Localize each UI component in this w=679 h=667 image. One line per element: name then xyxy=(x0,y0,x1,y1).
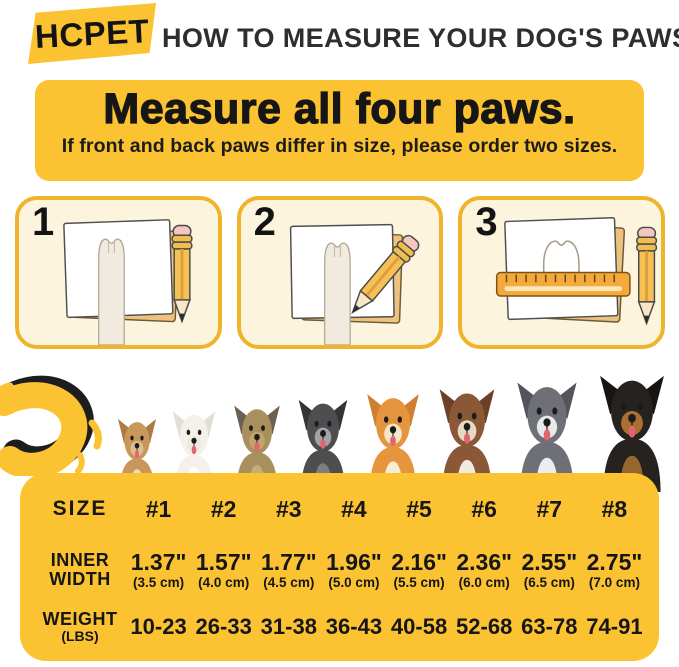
step-2-box: 2 xyxy=(236,196,444,349)
size-8: #8 xyxy=(601,495,628,522)
brand-logo-text: HCPET xyxy=(33,11,151,55)
inner-width-row-label: INNER WIDTH xyxy=(34,549,126,590)
inner-width-cm: (5.5 cm) xyxy=(393,574,445,590)
page-title: HOW TO MEASURE YOUR DOG'S PAWS xyxy=(162,23,679,53)
weight-label-line1: WEIGHT xyxy=(42,608,118,629)
size-5: #5 xyxy=(406,495,432,522)
step-3-number: 3 xyxy=(475,200,498,244)
measuring-steps: 1 2 xyxy=(15,196,666,349)
inner-width-cm: (4.5 cm) xyxy=(263,574,315,590)
size-7: #7 xyxy=(536,495,563,522)
paw-on-paper-with-pencil-icon xyxy=(63,219,193,345)
inner-width-4: 1.96" (5.0 cm) xyxy=(321,548,386,590)
weight-8: 74-91 xyxy=(586,614,643,640)
step-1-number: 1 xyxy=(32,200,55,244)
measure-paw-outline-with-ruler-icon xyxy=(496,217,658,326)
size-6: #6 xyxy=(471,495,497,522)
inner-width-5: 2.16" (5.5 cm) xyxy=(387,548,452,590)
weight-5: 40-58 xyxy=(390,614,448,640)
inner-width-inches: 1.77" xyxy=(260,548,317,575)
weight-2: 26-33 xyxy=(195,614,252,640)
inner-width-2: 1.57" (4.0 cm) xyxy=(191,548,256,590)
inner-width-inches: 2.75" xyxy=(586,548,643,575)
trace-paw-outline-with-pencil-icon xyxy=(289,223,420,345)
inner-width-8: 2.75" (7.0 cm) xyxy=(582,548,647,590)
inner-width-6: 2.36" (6.0 cm) xyxy=(452,548,517,590)
inner-width-cm: (6.0 cm) xyxy=(458,574,510,590)
inner-width-cm: (7.0 cm) xyxy=(588,574,640,590)
banner-subtitle: If front and back paws differ in size, p… xyxy=(61,135,618,158)
weight-3: 31-38 xyxy=(260,614,317,640)
banner-title: Measure all four paws. xyxy=(103,85,576,133)
inner-width-7: 2.55" (6.5 cm) xyxy=(517,548,582,590)
size-3: #3 xyxy=(276,495,302,522)
inner-width-inches: 1.96" xyxy=(326,548,382,575)
inner-width-cm: (4.0 cm) xyxy=(198,574,250,590)
weight-4: 36-43 xyxy=(325,614,383,640)
inner-width-label-line2: WIDTH xyxy=(49,569,111,589)
inner-width-cm: (6.5 cm) xyxy=(523,574,575,590)
size-1: #1 xyxy=(145,495,172,522)
inner-width-inches: 2.16" xyxy=(391,548,447,575)
inner-width-inches: 2.55" xyxy=(521,548,578,575)
size-2: #2 xyxy=(210,495,237,522)
size-row-label: SIZE xyxy=(52,496,108,520)
step-1-box: 1 xyxy=(15,196,222,349)
inner-width-label-line1: INNER xyxy=(50,549,110,570)
inner-width-cm: (5.0 cm) xyxy=(328,574,380,590)
weight-7: 63-78 xyxy=(521,614,578,640)
measure-banner: Measure all four paws. If front and back… xyxy=(35,80,644,181)
step-2-number: 2 xyxy=(253,200,276,244)
inner-width-inches: 1.37" xyxy=(130,548,187,575)
inner-width-inches: 2.36" xyxy=(456,548,513,575)
weight-row-label: WEIGHT (LBS) xyxy=(34,608,126,645)
weight-6: 52-68 xyxy=(456,614,513,640)
size-chart-table: SIZE #1 #2 #3 #4 #5 #6 #7 #8 INNER WIDTH… xyxy=(20,473,659,661)
brand-logo: HCPET xyxy=(28,3,156,64)
weight-1: 10-23 xyxy=(130,614,187,640)
weight-label-line2: (LBS) xyxy=(61,628,99,645)
inner-width-1: 1.37" (3.5 cm) xyxy=(126,548,191,590)
size-4: #4 xyxy=(341,495,367,522)
step-3-box: 3 xyxy=(458,196,666,349)
inner-width-3: 1.77" (4.5 cm) xyxy=(256,548,321,590)
paw-swoosh-doodle-icon xyxy=(0,375,102,476)
inner-width-cm: (3.5 cm) xyxy=(133,574,185,590)
inner-width-inches: 1.57" xyxy=(195,548,252,575)
